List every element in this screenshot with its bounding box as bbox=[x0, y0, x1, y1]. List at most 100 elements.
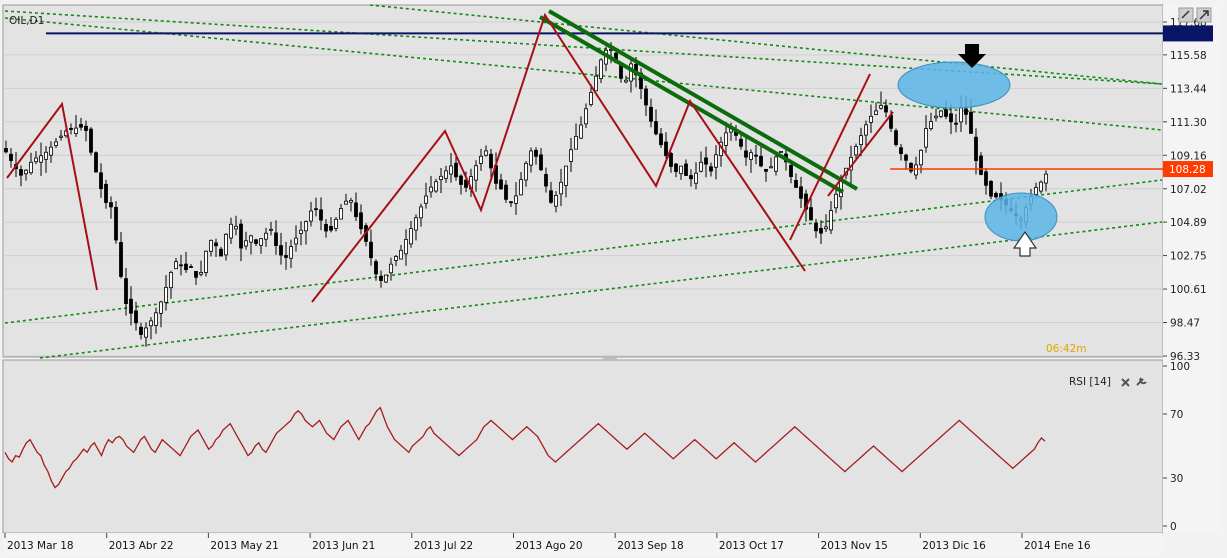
candle-body bbox=[819, 228, 823, 234]
panel-splitter-handle[interactable] bbox=[603, 357, 617, 360]
price-panel[interactable] bbox=[2, 4, 1164, 358]
rsi-tick-label: 70 bbox=[1170, 409, 1183, 421]
date-tick-label: 2013 Sep 18 bbox=[617, 540, 684, 552]
candle-body bbox=[54, 141, 58, 146]
candle-body bbox=[104, 183, 108, 203]
candle-body bbox=[874, 110, 878, 115]
candle-body bbox=[319, 209, 323, 221]
candle-body bbox=[499, 179, 503, 190]
candle-body bbox=[9, 153, 13, 161]
candle-body bbox=[429, 186, 433, 193]
highlight-ellipse-top[interactable] bbox=[897, 61, 1011, 109]
candle-body bbox=[914, 164, 918, 176]
candle-body bbox=[739, 138, 743, 147]
candle-body bbox=[4, 148, 8, 153]
candle-body bbox=[424, 195, 428, 204]
candle-body bbox=[709, 166, 713, 172]
price-tick-label: 115.58 bbox=[1170, 50, 1207, 62]
candle-body bbox=[994, 192, 998, 198]
candle-body bbox=[834, 193, 838, 209]
candle-body bbox=[344, 200, 348, 205]
zigzag-line[interactable] bbox=[6, 101, 98, 291]
down-arrow-icon bbox=[958, 44, 986, 68]
price-tick-label: 102.75 bbox=[1170, 251, 1207, 263]
candle-body bbox=[599, 59, 603, 79]
candle-body bbox=[484, 150, 488, 156]
candle-body bbox=[919, 149, 923, 166]
candle-body bbox=[259, 238, 263, 246]
candle-body bbox=[309, 210, 313, 222]
rsi-settings-icon[interactable] bbox=[1136, 377, 1147, 386]
candle-body bbox=[574, 135, 578, 150]
candle-body bbox=[234, 225, 238, 230]
candle-body bbox=[544, 174, 548, 187]
candle-body bbox=[109, 202, 113, 208]
candle-body bbox=[44, 151, 48, 160]
candle-body bbox=[794, 180, 798, 188]
candle-body bbox=[274, 232, 278, 246]
candle-body bbox=[529, 150, 533, 166]
trendline-dotted[interactable] bbox=[39, 221, 1163, 359]
trendline-dotted[interactable] bbox=[4, 179, 1163, 324]
channel-line-lower[interactable] bbox=[547, 9, 859, 191]
highlight-ellipse-bottom[interactable] bbox=[984, 192, 1058, 242]
candle-body bbox=[509, 201, 513, 204]
candle-body bbox=[34, 157, 38, 163]
date-tick-label: 2013 Dic 16 bbox=[922, 540, 986, 552]
candle-body bbox=[324, 223, 328, 232]
zigzag-line[interactable] bbox=[789, 73, 871, 241]
candle-body bbox=[79, 124, 83, 128]
candle-body bbox=[629, 63, 633, 82]
candle-body bbox=[704, 157, 708, 165]
candle-body bbox=[789, 165, 793, 177]
candle-body bbox=[824, 226, 828, 230]
trendline-dotted[interactable] bbox=[369, 4, 1163, 85]
candle-body bbox=[139, 326, 143, 335]
bar-timer: 06:42m bbox=[1046, 343, 1087, 355]
trendline-dotted[interactable] bbox=[4, 17, 1163, 131]
candle-body bbox=[1034, 187, 1038, 195]
candle-body bbox=[714, 154, 718, 168]
candle-body bbox=[354, 202, 358, 218]
candle-body bbox=[154, 312, 158, 326]
candle-body bbox=[179, 264, 183, 267]
zigzag-line[interactable] bbox=[311, 12, 806, 303]
candle-body bbox=[379, 275, 383, 281]
price-scale bbox=[1163, 5, 1221, 533]
candle-body bbox=[219, 248, 223, 257]
rsi-layer bbox=[4, 406, 1046, 489]
rsi-title: RSI [14] bbox=[1069, 376, 1111, 388]
candle-body bbox=[669, 153, 673, 167]
candle-body bbox=[539, 154, 543, 171]
candle-body bbox=[744, 150, 748, 158]
candle-body bbox=[194, 270, 198, 278]
candle-body bbox=[864, 124, 868, 136]
candle-body bbox=[244, 240, 248, 247]
rsi-close-icon[interactable] bbox=[1121, 378, 1130, 387]
candle-body bbox=[89, 128, 93, 153]
rsi-tick-label: 0 bbox=[1170, 521, 1177, 533]
candle-body bbox=[304, 221, 308, 232]
candle-body bbox=[119, 242, 123, 277]
candle-body bbox=[479, 155, 483, 164]
candle-body bbox=[94, 152, 98, 173]
candle-body bbox=[339, 208, 343, 220]
candle-body bbox=[984, 171, 988, 186]
candle-body bbox=[974, 136, 978, 161]
candle-body bbox=[929, 121, 933, 129]
candle-body bbox=[389, 263, 393, 274]
candle-body bbox=[624, 79, 628, 83]
candle-body bbox=[409, 228, 413, 245]
candle-body bbox=[284, 255, 288, 258]
rsi-line[interactable] bbox=[4, 406, 1046, 489]
candle-body bbox=[204, 250, 208, 273]
date-tick-label: 2013 Mar 18 bbox=[7, 540, 74, 552]
rsi-panel[interactable] bbox=[2, 359, 1164, 534]
candle-body bbox=[654, 121, 658, 135]
candle-body bbox=[394, 256, 398, 261]
zigzag-line[interactable] bbox=[827, 111, 894, 197]
candle-body bbox=[359, 212, 363, 230]
candle-body bbox=[99, 172, 103, 190]
candle-body bbox=[124, 278, 128, 305]
candle-body bbox=[694, 172, 698, 184]
